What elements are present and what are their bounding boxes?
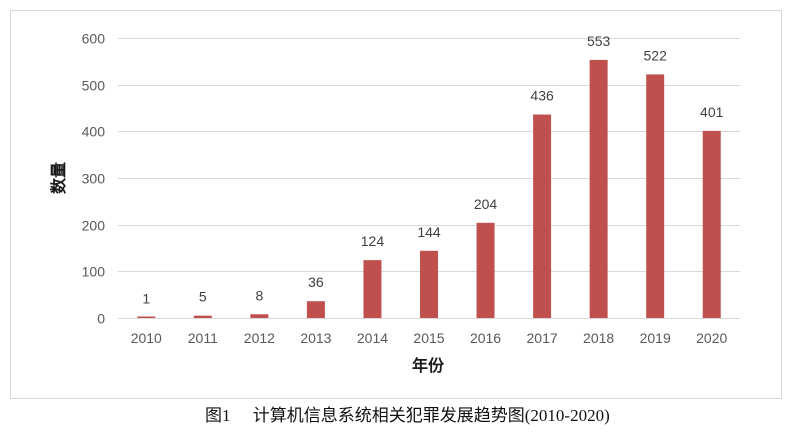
x-tick-label: 2015 (413, 330, 444, 346)
figure-caption: 图1 计算机信息系统相关犯罪发展趋势图(2010-2020) (205, 406, 610, 425)
x-axis-ticks: 2010 2011 2012 2013 2014 2015 2016 2017 2018 2019… (131, 330, 728, 346)
x-tick-label: 2010 (131, 330, 162, 346)
y-tick-label: 300 (82, 171, 106, 187)
bar (589, 59, 608, 318)
y-axis-ticks: 0 100 200 300 400 500 600 (82, 31, 106, 327)
y-tick-label: 200 (82, 218, 106, 234)
y-tick-label: 500 (82, 78, 106, 94)
data-label: 124 (361, 233, 385, 249)
data-label: 204 (474, 196, 498, 212)
x-axis-title: 年份 (412, 356, 445, 375)
y-tick-label: 400 (82, 124, 106, 140)
bar (250, 314, 269, 318)
data-label: 36 (308, 274, 324, 290)
data-label: 401 (700, 104, 724, 120)
bar (420, 250, 438, 318)
y-tick-label: 600 (82, 31, 106, 47)
x-tick-label: 2020 (696, 330, 727, 346)
data-label: 144 (417, 224, 441, 240)
x-tick-label: 2012 (244, 330, 275, 346)
figure-number: 图1 (205, 406, 231, 425)
data-label: 436 (530, 88, 554, 104)
x-tick-label: 2019 (640, 330, 671, 346)
data-label: 8 (255, 287, 263, 303)
bar (476, 222, 495, 318)
data-label: 1 (142, 291, 150, 307)
data-labels: 1 5 8 36 124 144 204 436 553 522 401 (142, 33, 723, 307)
y-tick-label: 100 (82, 264, 106, 280)
bar (306, 301, 325, 318)
bar (702, 130, 721, 318)
x-tick-label: 2014 (357, 330, 388, 346)
data-label: 522 (644, 47, 668, 63)
x-tick-label: 2013 (300, 330, 331, 346)
bar (646, 74, 665, 319)
data-label: 553 (587, 33, 611, 49)
data-label: 5 (199, 289, 207, 305)
x-tick-label: 2017 (527, 330, 558, 346)
x-tick-label: 2011 (188, 330, 218, 346)
x-tick-label: 2016 (470, 330, 501, 346)
x-tick-label: 2018 (583, 330, 614, 346)
bar (137, 316, 156, 318)
bar (363, 260, 382, 318)
y-tick-label: 0 (97, 311, 105, 327)
figure-title: 计算机信息系统相关犯罪发展趋势图(2010-2020) (253, 406, 610, 425)
bar (533, 114, 552, 319)
y-axis-title: 数量 (49, 162, 68, 194)
gridlines (118, 38, 740, 319)
bars (137, 59, 721, 319)
bar (193, 315, 212, 318)
